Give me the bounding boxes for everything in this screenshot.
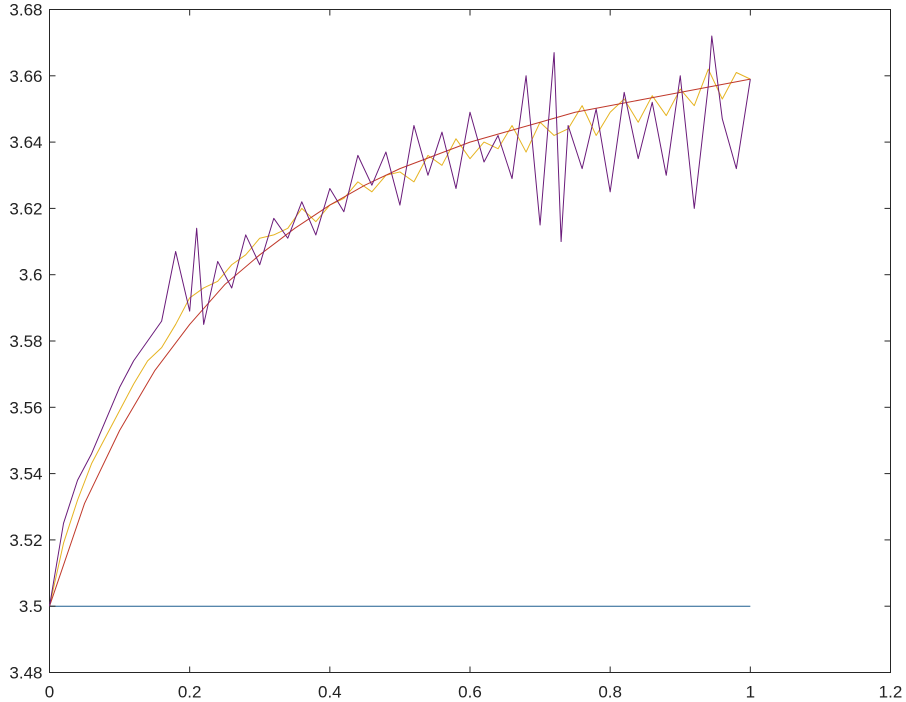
x-tick-label-4: 0.8 xyxy=(598,683,622,702)
x-tick-label-2: 0.4 xyxy=(318,683,342,702)
axis-layer: 0 0.2 0.4 0.6 0.8 1 1.2 3.48 3.5 3.52 3.54 3.56 3.58… xyxy=(9,1,902,702)
series-line-2 xyxy=(49,78,751,607)
series-line-3 xyxy=(49,35,751,607)
y-tick-label-9: 3.66 xyxy=(9,67,42,86)
y-tick-label-5: 3.58 xyxy=(9,332,42,351)
x-tick-label-0: 0 xyxy=(45,683,54,702)
y-tick-label-3: 3.54 xyxy=(9,465,42,484)
series-line-1 xyxy=(49,68,751,607)
x-tick-label-5: 1 xyxy=(746,683,755,702)
y-tick-label-4: 3.56 xyxy=(9,398,42,417)
y-tick-label-2: 3.52 xyxy=(9,531,42,550)
y-tick-label-0: 3.48 xyxy=(9,664,42,683)
y-tick-label-7: 3.62 xyxy=(9,199,42,218)
x-tick-label-1: 0.2 xyxy=(178,683,202,702)
series-layer xyxy=(49,35,751,607)
y-tick-label-6: 3.6 xyxy=(19,266,43,285)
x-tick-label-6: 1.2 xyxy=(879,683,903,702)
x-tick-label-3: 0.6 xyxy=(458,683,482,702)
y-tick-label-8: 3.64 xyxy=(9,133,42,152)
plot-area xyxy=(49,9,891,673)
y-tick-label-10: 3.68 xyxy=(9,1,42,20)
y-tick-label-1: 3.5 xyxy=(19,597,43,616)
